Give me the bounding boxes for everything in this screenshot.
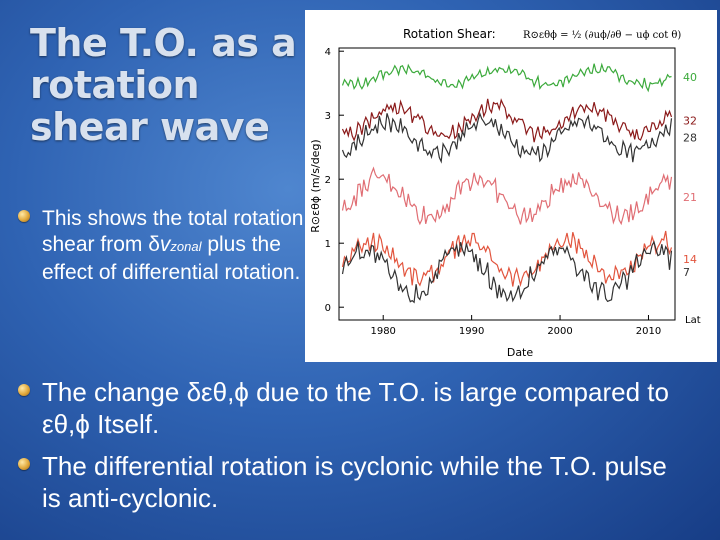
series-label-lat-28: 28: [683, 132, 697, 145]
delta-epsilon-expr: δεθ,ϕ: [186, 377, 249, 407]
x-tick-label: 1990: [459, 326, 484, 337]
zonal-subscript: zonal: [170, 239, 202, 254]
y-tick-label: 2: [325, 175, 331, 186]
y-tick-label: 4: [325, 47, 331, 58]
series-label-lat-32: 32: [683, 114, 697, 127]
y-tick-label: 3: [325, 111, 331, 122]
chart-svg: Rotation Shear: R⊙εθϕ = ½ (∂uϕ/∂θ − uϕ c…: [309, 27, 701, 359]
series-label-lat-7: 7: [683, 266, 690, 279]
series-line-lat-14: [341, 230, 673, 288]
delta-symbol: δ: [148, 233, 160, 256]
y-tick-label: 0: [325, 303, 331, 314]
series-line-lat-40: [341, 62, 672, 93]
slide-title: The T.O. as a rotation shear wave: [30, 21, 297, 149]
y-axis-label: R⊙εθϕ (m/s/deg): [309, 139, 322, 232]
bullet-marker: [18, 210, 30, 222]
x-tick-label: 2000: [547, 326, 572, 337]
v-variable: v: [159, 233, 171, 256]
bullet-marker: [18, 458, 30, 470]
x-axis-label: Date: [507, 346, 534, 359]
legend-title: Lat: [685, 315, 701, 326]
series-line-lat-28: [341, 111, 673, 164]
rotation-shear-chart: Rotation Shear: R⊙εθϕ = ½ (∂uϕ/∂θ − uϕ c…: [305, 10, 717, 362]
series-line-lat-32: [341, 98, 673, 143]
series-label-lat-14: 14: [683, 253, 697, 266]
series-label-lat-21: 21: [683, 191, 697, 204]
epsilon-expr: εθ,ϕ: [42, 409, 90, 439]
series-line-lat-7: [341, 240, 673, 304]
bullet-text-1: This shows the total rotation shear from…: [42, 207, 304, 284]
y-tick-label: 1: [325, 239, 331, 250]
plot-frame: [338, 47, 676, 321]
series-label-lat-40: 40: [683, 71, 697, 84]
bullet-text-2: The change δεθ,ϕ due to the T.O. is larg…: [42, 377, 669, 439]
x-tick-label: 1980: [370, 326, 395, 337]
bullet-text-3: The differential rotation is cyclonic wh…: [42, 451, 667, 513]
chart-formula: R⊙εθϕ = ½ (∂uϕ/∂θ − uϕ cot θ): [523, 30, 681, 41]
x-tick-label: 2010: [636, 326, 661, 337]
series-line-lat-21: [341, 166, 673, 226]
chart-title: Rotation Shear:: [403, 27, 496, 41]
bullet-marker: [18, 384, 30, 396]
